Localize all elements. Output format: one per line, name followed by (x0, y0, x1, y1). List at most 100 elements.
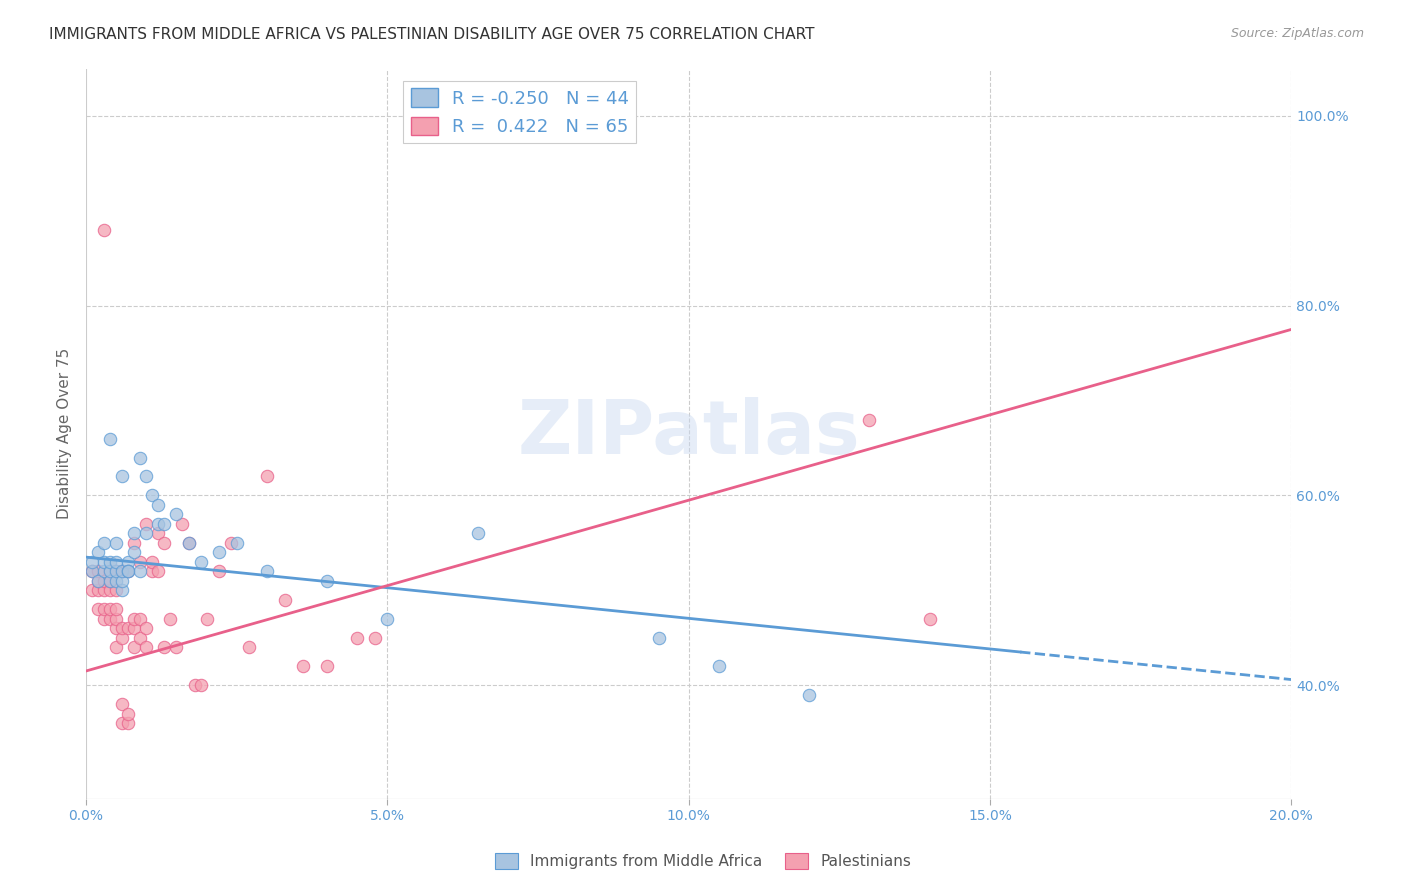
Point (87, 574, 110, 588)
Point (111, 583, 134, 598)
Point (105, 565, 128, 579)
Point (117, 555, 139, 569)
Point (135, 621, 157, 635)
Point (93, 565, 115, 579)
Point (238, 640, 260, 655)
Point (177, 536, 200, 550)
Point (148, 565, 170, 579)
Point (111, 621, 134, 635)
Text: Source: ZipAtlas.com: Source: ZipAtlas.com (1230, 27, 1364, 40)
Point (647, 631, 669, 645)
Point (159, 612, 181, 626)
Point (256, 565, 278, 579)
Point (124, 526, 146, 541)
Point (153, 640, 176, 655)
Point (117, 565, 139, 579)
Point (111, 631, 134, 645)
Legend: R = -0.250   N = 44, R =  0.422   N = 65: R = -0.250 N = 44, R = 0.422 N = 65 (404, 81, 637, 144)
Point (98, 602, 121, 616)
Point (129, 631, 152, 645)
Y-axis label: Disability Age Over 75: Disability Age Over 75 (58, 348, 72, 519)
Point (141, 555, 163, 569)
Point (93, 536, 115, 550)
Point (82, 565, 104, 579)
Text: ZIPatlas: ZIPatlas (517, 397, 860, 470)
Point (87, 574, 110, 588)
Point (377, 612, 399, 626)
Point (135, 640, 157, 655)
Point (858, 412, 880, 426)
Point (172, 516, 194, 531)
Point (87, 565, 110, 579)
Point (87, 583, 110, 598)
Point (129, 565, 152, 579)
Point (93, 223, 115, 237)
Point (93, 555, 115, 569)
Point (93, 583, 115, 598)
Point (82, 555, 104, 569)
Point (124, 640, 146, 655)
Point (364, 631, 387, 645)
Point (87, 602, 110, 616)
Point (82, 583, 104, 598)
Point (98, 555, 121, 569)
Point (111, 574, 134, 588)
Point (346, 631, 368, 645)
Point (208, 565, 231, 579)
Point (219, 536, 242, 550)
Point (707, 659, 730, 673)
Point (190, 555, 212, 569)
Point (111, 697, 134, 711)
Point (105, 612, 128, 626)
Point (316, 659, 339, 673)
Point (141, 488, 163, 502)
Point (124, 621, 146, 635)
Point (148, 516, 170, 531)
Point (105, 602, 128, 616)
Point (82, 565, 104, 579)
Point (117, 706, 139, 721)
Point (129, 555, 152, 569)
Point (124, 536, 146, 550)
Point (153, 536, 176, 550)
Point (195, 612, 218, 626)
Point (148, 526, 170, 541)
Point (105, 536, 128, 550)
Point (111, 716, 134, 731)
Point (129, 612, 152, 626)
Point (177, 536, 200, 550)
Point (124, 545, 146, 559)
Point (225, 536, 247, 550)
Point (98, 574, 121, 588)
Point (117, 565, 139, 579)
Point (105, 555, 128, 569)
Point (292, 659, 315, 673)
Point (183, 678, 205, 692)
Point (153, 516, 176, 531)
Text: IMMIGRANTS FROM MIDDLE AFRICA VS PALESTINIAN DISABILITY AGE OVER 75 CORRELATION : IMMIGRANTS FROM MIDDLE AFRICA VS PALESTI… (49, 27, 814, 42)
Point (316, 574, 339, 588)
Point (135, 526, 157, 541)
Point (98, 432, 121, 446)
Point (117, 621, 139, 635)
Point (105, 583, 128, 598)
Point (111, 565, 134, 579)
Point (274, 592, 297, 607)
Point (111, 565, 134, 579)
Point (129, 450, 152, 465)
Point (111, 469, 134, 483)
Point (148, 498, 170, 512)
Point (256, 469, 278, 483)
Point (918, 612, 941, 626)
Point (190, 678, 212, 692)
Point (93, 602, 115, 616)
Point (208, 545, 231, 559)
Point (105, 621, 128, 635)
Legend: Immigrants from Middle Africa, Palestinians: Immigrants from Middle Africa, Palestini… (489, 847, 917, 875)
Point (87, 545, 110, 559)
Point (141, 565, 163, 579)
Point (105, 565, 128, 579)
Point (105, 640, 128, 655)
Point (166, 508, 188, 522)
Point (98, 565, 121, 579)
